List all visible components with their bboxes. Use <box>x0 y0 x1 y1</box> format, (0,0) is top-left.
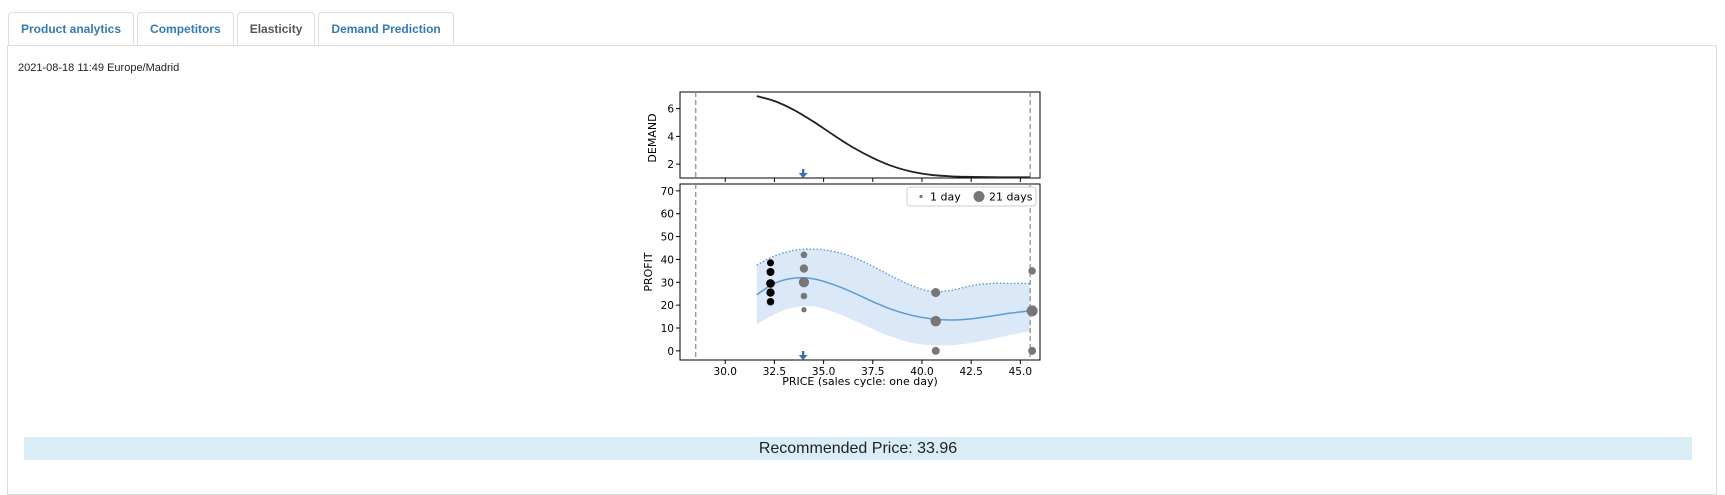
profit-ytick-label-5: 50 <box>661 232 674 244</box>
profit-point-13 <box>1028 267 1036 275</box>
legend-marker-large <box>973 191 985 202</box>
demand-ylabel: DEMAND <box>646 113 659 162</box>
profit-point-8 <box>800 292 808 300</box>
profit-panel: 0 10 20 30 40 50 60 70 30.0 32.5 35.0 37.5 40.0 42.5… <box>642 183 1041 388</box>
profit-point-11 <box>930 315 942 327</box>
profit-xtick-label-3: 37.5 <box>861 366 884 378</box>
legend: 1 day 21 days <box>906 186 1037 207</box>
profit-point-2 <box>766 279 775 288</box>
profit-point-5 <box>800 251 808 259</box>
demand-axes-frame <box>679 91 1041 179</box>
recommended-price-marker-bottom <box>798 351 808 360</box>
upper-bound-curve <box>756 248 1031 293</box>
profit-xlabel: PRICE (sales cycle: one day) <box>782 375 938 388</box>
profit-xtick-label-2: 35.0 <box>812 366 835 378</box>
profit-ytick-label-3: 30 <box>661 277 674 289</box>
tab-bar: Product analytics Competitors Elasticity… <box>8 12 457 47</box>
profit-xtick-label-4: 40.0 <box>910 366 933 378</box>
profit-ytick-label-0: 0 <box>667 346 674 358</box>
profit-xtick-label-5: 42.5 <box>959 366 982 378</box>
recommended-price-marker-top <box>798 169 808 178</box>
legend-marker-small <box>919 194 923 199</box>
profit-point-10 <box>931 288 941 298</box>
timestamp: 2021-08-18 11:49 Europe/Madrid <box>18 62 180 74</box>
profit-point-14 <box>1026 305 1038 317</box>
profit-point-6 <box>799 264 809 273</box>
profit-xtick-label-0: 30.0 <box>714 366 737 378</box>
profit-mean-curve <box>756 277 1031 321</box>
recommended-price-banner: Recommended Price: 33.96 <box>24 437 1692 460</box>
tab-elasticity[interactable]: Elasticity <box>236 12 316 47</box>
profit-point-3 <box>766 288 775 297</box>
profit-xtick-label-1: 32.5 <box>763 366 786 378</box>
legend-box <box>906 186 1037 207</box>
demand-ytick-label-1: 4 <box>667 131 674 143</box>
tab-product-analytics[interactable]: Product analytics <box>8 12 135 45</box>
profit-point-0 <box>766 259 775 267</box>
demand-panel: 2 4 6 DEMAND <box>646 91 1041 182</box>
profit-ylabel: PROFIT <box>642 252 655 292</box>
profit-ytick-label-7: 70 <box>661 186 674 198</box>
profit-point-7 <box>798 277 810 288</box>
demand-curve <box>756 95 1031 179</box>
profit-ytick-label-6: 60 <box>661 209 674 221</box>
tab-competitors[interactable]: Competitors <box>137 12 234 45</box>
demand-ytick-label-2: 6 <box>667 104 674 116</box>
profit-xtick-label-6: 45.0 <box>1009 366 1032 378</box>
profit-ytick-label-2: 20 <box>661 300 674 312</box>
profit-point-4 <box>766 297 775 306</box>
legend-label-21-days: 21 days <box>989 191 1033 204</box>
tab-demand-prediction[interactable]: Demand Prediction <box>318 12 454 45</box>
profit-point-1 <box>766 268 775 276</box>
profit-ytick-label-1: 10 <box>661 323 674 335</box>
elasticity-chart: 2 4 6 DEMAND 0 10 20 30 40 50 60 70 30.0 32.5 35.0 3… <box>642 91 1041 388</box>
profit-ytick-label-4: 40 <box>661 254 674 266</box>
profit-point-9 <box>801 307 807 313</box>
demand-ytick-label-0: 2 <box>667 159 674 171</box>
confidence-band <box>756 249 1031 346</box>
profit-point-12 <box>931 346 940 355</box>
profit-point-15 <box>1028 346 1037 355</box>
legend-label-1-day: 1 day <box>930 191 961 204</box>
